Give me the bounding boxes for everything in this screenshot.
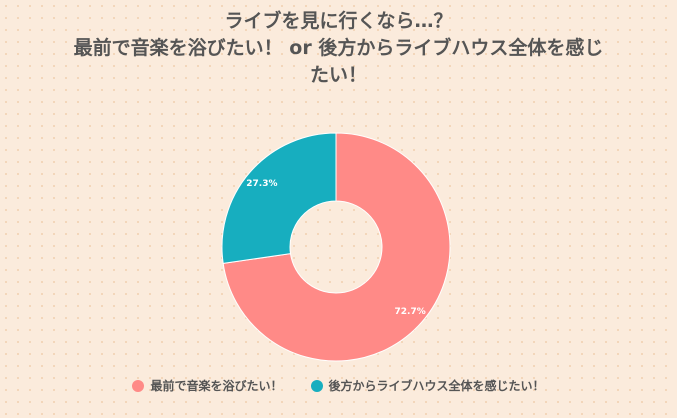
legend-item[interactable]: 後方からライブハウス全体を感じたい！ bbox=[310, 377, 545, 394]
legend-swatch bbox=[132, 379, 145, 392]
legend-item[interactable]: 最前で音楽を浴びたい！ bbox=[132, 377, 283, 394]
legend-label: 後方からライブハウス全体を感じたい！ bbox=[328, 379, 545, 393]
chart-title: ライブを見に行くなら…？ 最前で音楽を浴びたい！ or 後方からライブハウス全体… bbox=[20, 8, 657, 89]
title-line: 最前で音楽を浴びたい！ or 後方からライブハウス全体を感じ bbox=[73, 37, 604, 59]
data-label: 27.3% bbox=[246, 179, 277, 189]
slice-0[interactable] bbox=[222, 132, 451, 362]
legend-swatch bbox=[310, 379, 323, 392]
legend-label: 最前で音楽を浴びたい！ bbox=[150, 379, 283, 393]
title-line: たい！ bbox=[309, 64, 367, 86]
slice-1[interactable] bbox=[221, 132, 337, 264]
data-label: 72.7% bbox=[395, 307, 426, 317]
legend: 最前で音楽を浴びたい！ 後方からライブハウス全体を感じたい！ bbox=[0, 377, 677, 394]
title-line: ライブを見に行くなら…？ bbox=[224, 10, 453, 32]
